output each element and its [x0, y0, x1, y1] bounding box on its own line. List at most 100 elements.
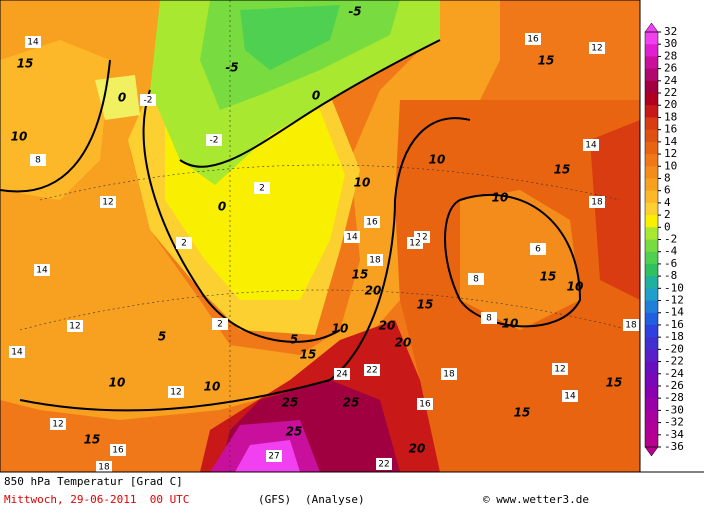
isotherm-minor-label: 12	[102, 198, 113, 208]
legend-band	[645, 93, 658, 106]
legend-band	[645, 129, 658, 143]
label-box	[96, 461, 112, 473]
legend-tick-label: -12	[664, 294, 684, 307]
isotherm-minor-label: 14	[585, 141, 597, 151]
isotherm-minor-label: 12	[591, 44, 602, 54]
label-box	[9, 346, 25, 358]
label-box	[441, 368, 457, 380]
isotherm-minor-label: 18	[98, 463, 110, 473]
legend-tick-label: -4	[664, 245, 678, 258]
label-box	[212, 318, 228, 330]
legend-band	[645, 154, 658, 167]
legend-band	[645, 178, 658, 192]
legend-band	[645, 105, 658, 118]
isotherm-major-label: 15	[352, 268, 369, 282]
isotherms	[0, 39, 582, 412]
label-box	[417, 398, 433, 410]
legend-tick-label: 14	[664, 135, 678, 148]
isotherm-major-label: 15	[514, 406, 531, 420]
legend-band	[645, 141, 658, 155]
label-box	[481, 312, 497, 324]
isotherm-minor-label: 22	[366, 366, 377, 376]
isotherm-minor-label: 16	[527, 35, 539, 45]
label-box	[266, 450, 282, 462]
label-box	[589, 42, 605, 54]
legend-tick-label: 16	[664, 123, 677, 136]
legend-tick-label: -22	[664, 355, 684, 368]
isotherm-minor-label: 8	[486, 314, 492, 324]
isotherm-minor-label: 18	[625, 321, 637, 331]
label-box	[254, 182, 270, 194]
label-box	[407, 237, 423, 249]
legend-band	[645, 276, 658, 289]
isotherm-minor-label: 12	[409, 239, 420, 249]
isotherm-major-label: 10	[204, 380, 221, 394]
legend-band	[645, 117, 658, 131]
isotherm-major-label: 15	[417, 298, 434, 312]
legend-tick-label: 30	[664, 37, 677, 50]
isotherm-major-label: 15	[300, 348, 317, 362]
legend-tick-label: 10	[664, 159, 677, 172]
legend-band	[645, 337, 658, 350]
isotherm-minor-label: 8	[35, 156, 41, 166]
legend-tick-label: 6	[664, 184, 671, 197]
legend-tick-label: -20	[664, 342, 684, 355]
mild-zone	[0, 40, 110, 200]
isotherm-minor-label: 27	[268, 452, 279, 462]
isotherm	[19, 117, 471, 412]
label-box	[367, 254, 383, 266]
legend-tick-label: 20	[664, 98, 677, 111]
isotherm-minor-label: 12	[554, 365, 565, 375]
legend-band	[645, 410, 658, 424]
legend-band	[645, 44, 658, 57]
graticule-line	[19, 289, 631, 331]
legend-tick-label: 32	[664, 25, 677, 38]
isotherm-major-label: 15	[606, 376, 623, 390]
legend-band	[645, 361, 658, 375]
isotherm-major-label: 20	[365, 284, 382, 298]
isotherm-minor-label: 16	[112, 446, 124, 456]
legend-band	[645, 385, 658, 399]
isotherm-major-label: 0	[118, 91, 126, 105]
isotherm-major-label: 0	[218, 200, 226, 214]
isotherm-major-label: 10	[429, 153, 446, 167]
legend-band	[645, 422, 658, 436]
label-box	[344, 231, 360, 243]
legend-tick-label: -2	[664, 233, 677, 246]
isotherm-major-label: 25	[286, 425, 303, 439]
legend-band	[645, 190, 658, 204]
mild-zone	[460, 190, 580, 330]
label-box	[110, 444, 126, 456]
legend-band	[645, 398, 658, 411]
legend-band	[645, 80, 658, 94]
legend-tick-label: -18	[664, 330, 684, 343]
isotherm-major-label: 20	[409, 442, 426, 456]
isotherm-major-label: 10	[354, 176, 371, 190]
legend-tick-label: -16	[664, 318, 684, 331]
legend-tick-label: -28	[664, 391, 684, 404]
legend-tick-label: -6	[664, 257, 677, 270]
isotherm-minor-label: 14	[346, 233, 358, 243]
isotherm-major-label: 10	[492, 191, 509, 205]
isotherm-minor-label: 12	[52, 420, 63, 430]
isotherm-major-label: 15	[17, 57, 34, 71]
label-box	[562, 390, 578, 402]
isotherm-minor-label: 2	[181, 239, 187, 249]
label-box	[364, 216, 380, 228]
legend-tick-label: 4	[664, 196, 671, 209]
isotherm-minor-label: 8	[473, 275, 479, 285]
legend-tick-label: -24	[664, 367, 684, 380]
isotherm-major-label: 25	[282, 396, 299, 410]
label-box	[140, 94, 156, 106]
label-box	[50, 418, 66, 430]
isotherm	[444, 194, 582, 328]
legend-tick-label: 12	[664, 147, 677, 160]
footer-title: 850 hPa Temperatur [Grad C]	[4, 475, 183, 488]
isotherm	[142, 89, 341, 343]
isotherm-major-label: 15	[538, 54, 555, 68]
isotherm	[0, 59, 111, 193]
footer-model: (GFS)	[258, 493, 291, 506]
label-box	[530, 243, 546, 255]
